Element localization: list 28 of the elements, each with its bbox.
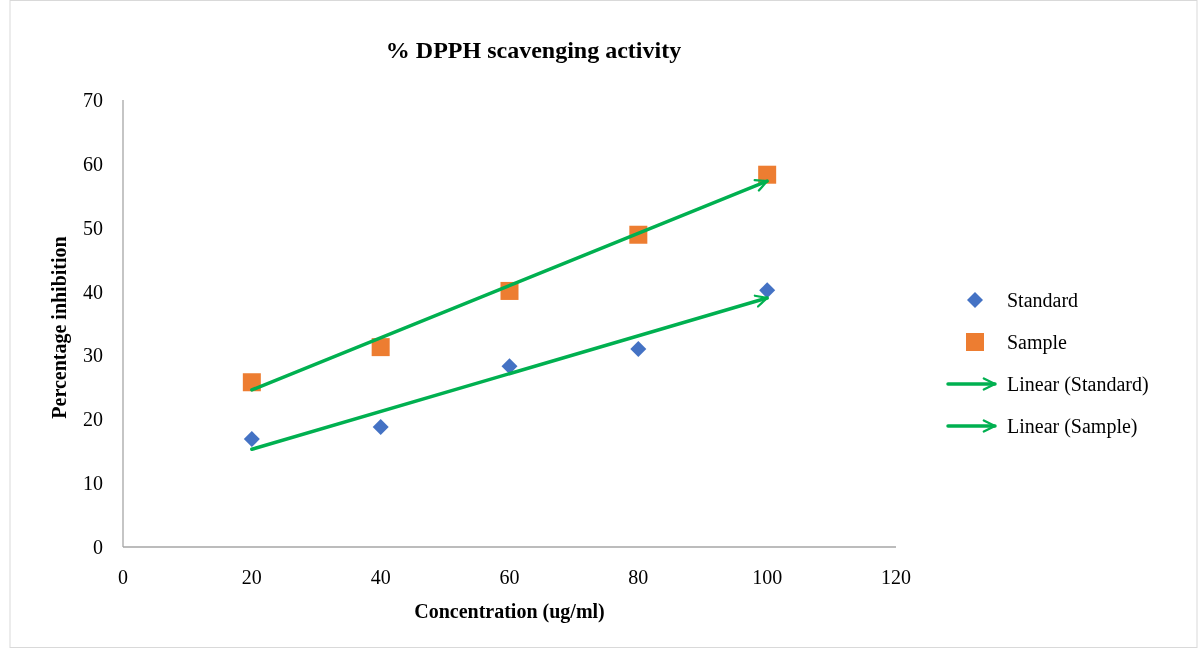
legend-label: Linear (Sample): [1007, 415, 1138, 438]
x-tick-label: 60: [499, 566, 520, 588]
point: [501, 358, 518, 375]
x-tick-label: 120: [881, 566, 911, 588]
legend-label: Linear (Standard): [1007, 373, 1149, 396]
y-axis-title: Percentage inhibition: [48, 236, 71, 419]
chart-title: % DPPH scavenging activity: [385, 37, 682, 63]
point: [759, 282, 776, 299]
x-axis-title: Concentration (ug/ml): [414, 600, 605, 623]
legend-label: Sample: [1007, 331, 1068, 354]
x-tick-label: 0: [118, 566, 128, 588]
x-tick-label: 40: [370, 566, 391, 588]
x-tick-label: 20: [241, 566, 262, 588]
y-tick-label: 60: [83, 152, 103, 175]
x-tick-label: 80: [628, 566, 649, 588]
y-tick-label: 20: [83, 408, 103, 431]
point: [371, 338, 390, 357]
y-tick-label: 30: [83, 344, 103, 367]
point: [243, 431, 260, 448]
legend-label: Standard: [1007, 289, 1079, 311]
y-tick-label: 40: [83, 280, 103, 303]
point: [630, 341, 647, 358]
y-tick-label: 50: [83, 216, 103, 239]
x-tick-label: 100: [752, 566, 783, 588]
y-tick-label: 0: [93, 536, 103, 558]
y-tick-label: 10: [83, 472, 103, 495]
y-tick-label: 70: [83, 89, 103, 111]
point: [372, 418, 389, 435]
